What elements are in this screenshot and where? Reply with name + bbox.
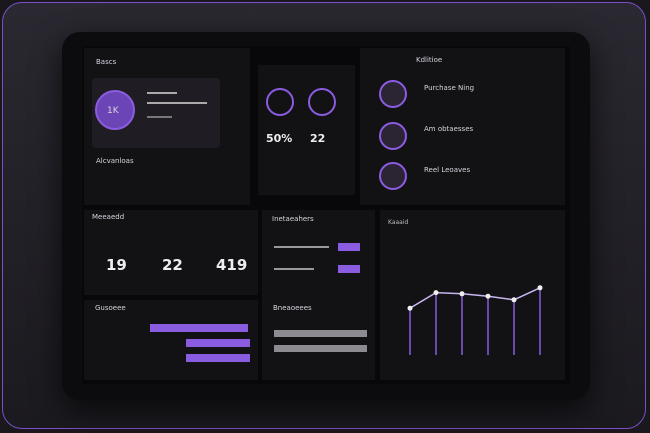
- list-item: Reel Leoaves: [424, 166, 471, 174]
- gauge-panel: [258, 65, 355, 195]
- title: Bneaoeees: [273, 304, 312, 312]
- badge: 1K: [107, 106, 119, 116]
- line-chart: Kaaaid: [380, 210, 565, 380]
- icon: [379, 122, 407, 150]
- row: [274, 268, 314, 270]
- point: [485, 293, 491, 299]
- icon: [379, 80, 407, 108]
- point: [511, 297, 517, 303]
- progress: [186, 339, 250, 347]
- progress: [150, 324, 248, 332]
- point: [537, 285, 543, 291]
- balances-panel: [262, 300, 375, 380]
- progress: [186, 354, 250, 362]
- inbox-panel: [262, 210, 375, 300]
- gauge: [308, 88, 336, 116]
- icon: [379, 162, 407, 190]
- label: Alcvanloas: [96, 157, 134, 165]
- gauge: [266, 88, 294, 116]
- text-line: [147, 92, 177, 94]
- title: Inetaeahers: [272, 215, 314, 223]
- text-line: [147, 116, 172, 118]
- list-item: Am obtaesses: [424, 125, 474, 133]
- row-bar: [338, 265, 360, 273]
- stat: 19: [106, 256, 127, 274]
- stats-panel: [84, 210, 258, 295]
- point: [433, 290, 439, 296]
- gauge-value: 50%: [266, 132, 293, 145]
- title: Kdlitioe: [416, 56, 443, 64]
- point: [459, 291, 465, 297]
- chart-title: Kaaaid: [388, 219, 409, 226]
- title: Meeaedd: [92, 213, 125, 221]
- text-line: [147, 102, 207, 104]
- series-line: [409, 287, 541, 309]
- title: Gusoeee: [95, 304, 126, 312]
- list-item: Purchase Ning: [424, 84, 475, 92]
- row: [274, 246, 329, 248]
- bar: [274, 330, 367, 337]
- bar: [274, 345, 367, 352]
- point: [407, 305, 413, 311]
- stat: 419: [216, 256, 248, 274]
- row-bar: [338, 243, 360, 251]
- avatar: [95, 90, 135, 130]
- stat: 22: [162, 256, 183, 274]
- title: Bascs: [96, 58, 117, 66]
- gauge-value: 22: [310, 132, 326, 145]
